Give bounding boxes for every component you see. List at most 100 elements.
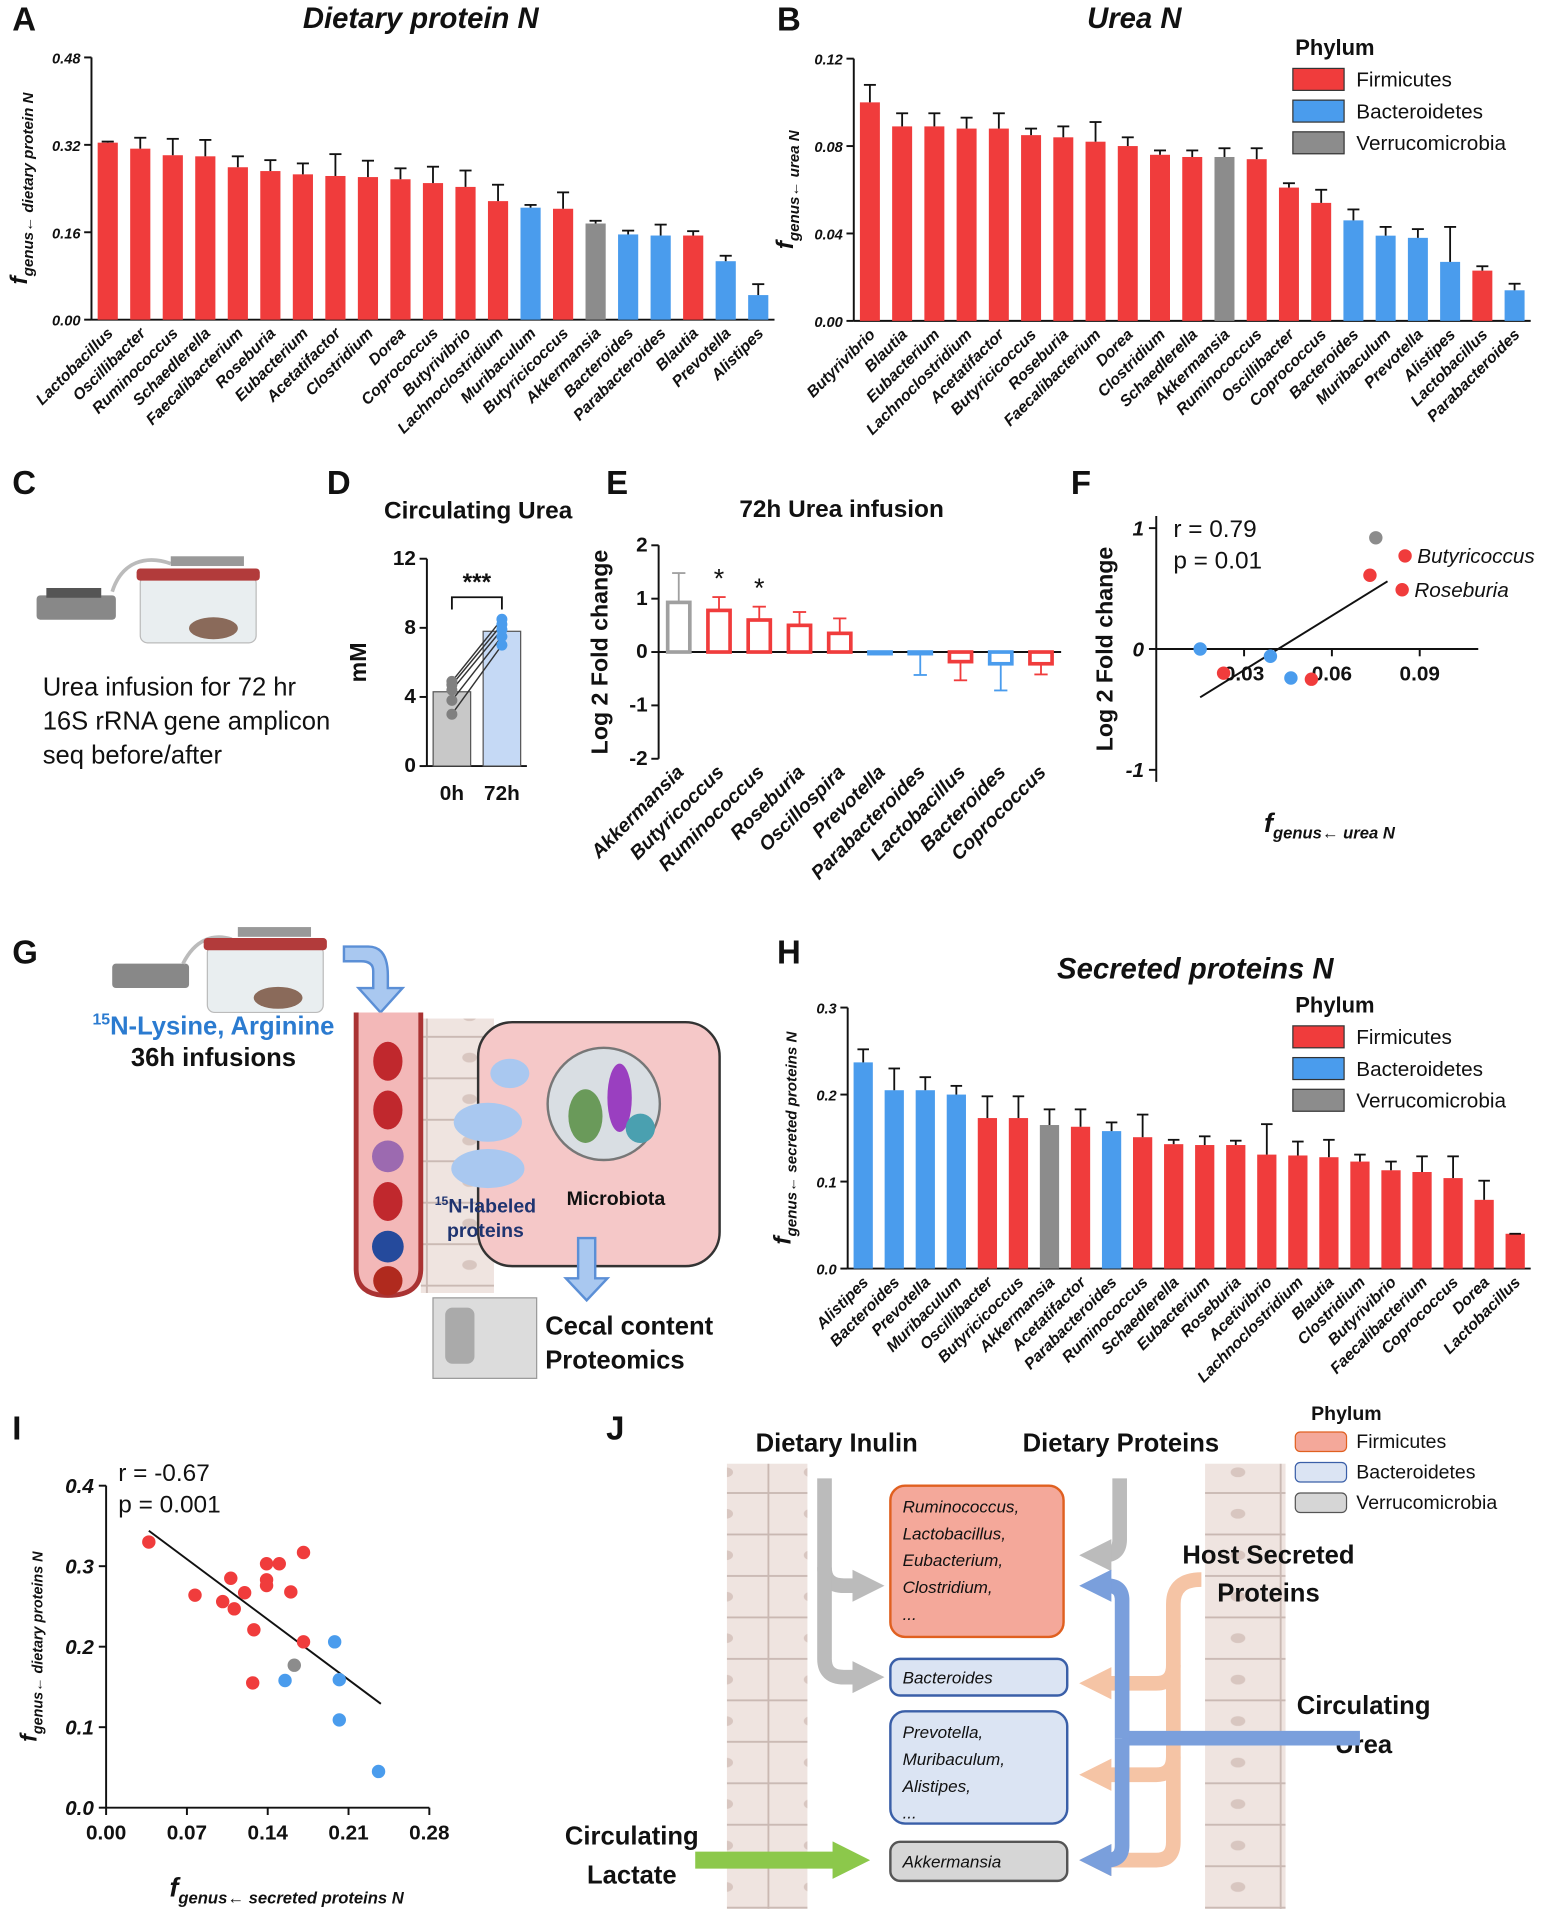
x-axis-label: fgenus← secreted proteins N	[169, 1873, 404, 1908]
caption: 16S rRNA gene amplicon	[43, 707, 331, 735]
input-label: Proteins	[1217, 1580, 1319, 1608]
panel-label: E	[606, 464, 628, 501]
instrument-icon	[445, 1307, 475, 1364]
point-label: Butyricoccus	[1417, 545, 1534, 568]
x-axis-label: fgenus← urea N	[1264, 808, 1396, 843]
y-tick-label: 0.16	[52, 226, 81, 242]
microbe	[607, 1063, 632, 1132]
tracer-name: N-Lysine, Arginine	[110, 1012, 334, 1040]
bar	[1021, 135, 1042, 321]
bar	[487, 201, 509, 320]
x-tick-label: 0.07	[167, 1821, 207, 1844]
y-tick-label: 1	[636, 587, 648, 610]
cell	[373, 1041, 403, 1081]
panel-label: J	[606, 1409, 624, 1446]
bar	[585, 223, 606, 320]
x-tick-label: 72h	[484, 782, 520, 805]
bar	[1474, 1199, 1494, 1269]
label-sub: genus← urea N	[786, 129, 803, 242]
bar	[1505, 1233, 1525, 1269]
point	[1216, 666, 1231, 680]
legend-label: Bacteroidetes	[1356, 1058, 1483, 1081]
bar	[1440, 261, 1461, 321]
significance: *	[754, 573, 765, 603]
legend-label: Verrucomicrobia	[1356, 132, 1506, 155]
group-member: Ruminococcus,	[903, 1498, 1020, 1517]
bar	[1150, 154, 1171, 321]
group-member: Lactobacillus,	[903, 1524, 1006, 1543]
legend-label: Bacteroidetes	[1356, 100, 1483, 123]
legend-title: Phylum	[1311, 1403, 1381, 1425]
group-member: Muribaculum,	[903, 1750, 1005, 1769]
caption: Urea infusion for 72 hr	[43, 673, 297, 701]
bar	[195, 156, 216, 320]
point	[1369, 531, 1383, 545]
cell	[372, 1230, 404, 1263]
bar	[924, 126, 945, 321]
y-tick-label: -1	[629, 693, 647, 716]
bar	[1319, 1157, 1339, 1269]
point	[371, 1764, 386, 1779]
bar	[553, 208, 574, 320]
bar	[1246, 159, 1267, 321]
bar	[1214, 156, 1235, 321]
arrow	[1079, 1478, 1127, 1572]
statistic: r = -0.67	[118, 1460, 209, 1487]
point	[142, 1535, 156, 1549]
legend-swatch	[1292, 1025, 1345, 1049]
legend-swatch	[1292, 99, 1345, 123]
y-tick-label: 0.04	[814, 228, 842, 244]
cell	[373, 1090, 403, 1130]
chart-title: Dietary protein N	[303, 3, 540, 35]
legend-swatch	[1292, 67, 1345, 91]
panel-g: G 15N-Lysine, Arginine 36h infusions Mic…	[12, 927, 721, 1379]
bar	[746, 618, 773, 654]
point	[247, 1623, 261, 1637]
bar	[482, 630, 522, 767]
group-member: Eubacterium,	[903, 1551, 1004, 1570]
y-tick-label: 0.08	[814, 140, 843, 156]
y-tick-label: 0	[404, 754, 416, 777]
y-tick-label: -2	[629, 747, 647, 770]
cage-lid	[203, 938, 327, 951]
cage-lid	[136, 568, 260, 581]
bar	[1311, 202, 1332, 321]
bar	[1381, 1170, 1401, 1269]
bar	[1195, 1145, 1215, 1269]
chart-title: Circulating Urea	[384, 497, 573, 524]
bar	[859, 102, 880, 321]
y-tick-label: 0.12	[814, 53, 842, 69]
caption: seq before/after	[43, 742, 223, 770]
point	[272, 1557, 286, 1571]
microbiota-icon	[546, 1046, 662, 1162]
statistic: r = 0.79	[1173, 516, 1256, 543]
y-tick-label: 0	[1133, 638, 1145, 661]
y-tick-label: -1	[1126, 759, 1144, 782]
point	[188, 1588, 202, 1602]
bar	[650, 235, 671, 320]
significance: ***	[463, 569, 492, 596]
y-axis-label: fgenus← dietary protein N	[6, 91, 37, 284]
group-member: Bacteroides	[903, 1668, 994, 1687]
point	[296, 1545, 311, 1560]
bar	[357, 177, 379, 320]
point	[496, 639, 508, 651]
point	[215, 1594, 230, 1609]
bar	[1288, 1155, 1308, 1269]
y-tick-label: 0.0	[816, 1263, 836, 1279]
bar	[706, 608, 732, 654]
point	[446, 675, 458, 687]
point	[496, 613, 508, 625]
group-member: Prevotella,	[903, 1723, 984, 1742]
y-tick-label: 0.0	[65, 1797, 94, 1820]
chart-title: Urea N	[1087, 3, 1182, 35]
cell	[372, 1140, 404, 1173]
bar	[956, 128, 977, 321]
bar	[1085, 141, 1106, 321]
point	[1304, 672, 1319, 686]
microbiota-label: Microbiota	[567, 1188, 666, 1210]
group-member: Akkermansia	[902, 1852, 1002, 1871]
protein	[490, 1058, 530, 1089]
arrow	[563, 1236, 611, 1303]
legend-swatch	[1294, 1431, 1348, 1453]
